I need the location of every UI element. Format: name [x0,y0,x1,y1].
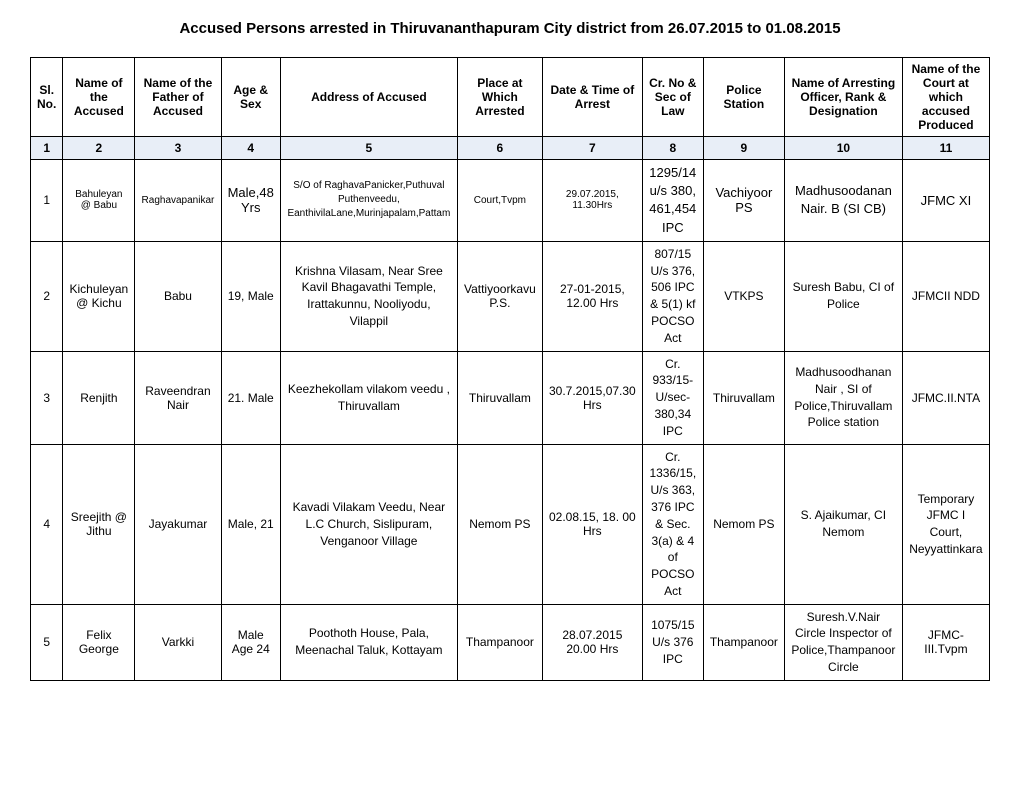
cell-accused: Felix George [63,604,135,680]
cell-officer: Suresh Babu, CI of Police [784,241,902,351]
cell-officer: Madhusoodhanan Nair , SI of Police,Thiru… [784,351,902,444]
num-cell: 9 [703,137,784,160]
cell-place: Nemom PS [457,444,542,604]
num-cell: 4 [221,137,280,160]
header-father: Name of the Father of Accused [135,58,221,137]
num-cell: 5 [280,137,457,160]
cell-place: Vattiyoorkavu P.S. [457,241,542,351]
cell-address: Keezhekollam vilakom veedu , Thiruvallam [280,351,457,444]
header-age: Age & Sex [221,58,280,137]
table-row: 1 Bahuleyan @ Babu Raghavapanikar Male,4… [31,160,990,242]
cell-station: Vachiyoor PS [703,160,784,242]
cell-officer: Suresh.V.Nair Circle Inspector of Police… [784,604,902,680]
cell-date: 28.07.2015 20.00 Hrs [542,604,642,680]
cell-court: Temporary JFMC I Court, Neyyattinkara [902,444,989,604]
cell-place: Court,Tvpm [457,160,542,242]
header-slno: Sl. No. [31,58,63,137]
num-cell: 10 [784,137,902,160]
cell-crno: 807/15 U/s 376, 506 IPC & 5(1) kf POCSO … [642,241,703,351]
cell-accused: Sreejith @ Jithu [63,444,135,604]
cell-sl: 5 [31,604,63,680]
header-officer: Name of Arresting Officer, Rank & Design… [784,58,902,137]
header-accused: Name of the Accused [63,58,135,137]
cell-place: Thampanoor [457,604,542,680]
cell-accused: Kichuleyan @ Kichu [63,241,135,351]
page-title: Accused Persons arrested in Thiruvananth… [30,20,990,37]
cell-court: JFMC.II.NTA [902,351,989,444]
cell-station: Thampanoor [703,604,784,680]
cell-address: S/O of RaghavaPanicker,Puthuval Puthenve… [280,160,457,242]
cell-place: Thiruvallam [457,351,542,444]
header-date: Date & Time of Arrest [542,58,642,137]
cell-age: Male,48 Yrs [221,160,280,242]
table-row: 2 Kichuleyan @ Kichu Babu 19, Male Krish… [31,241,990,351]
cell-address: Poothoth House, Pala, Meenachal Taluk, K… [280,604,457,680]
table-row: 5 Felix George Varkki Male Age 24 Pootho… [31,604,990,680]
cell-sl: 3 [31,351,63,444]
num-cell: 11 [902,137,989,160]
cell-age: 21. Male [221,351,280,444]
cell-age: 19, Male [221,241,280,351]
cell-father: Babu [135,241,221,351]
cell-sl: 1 [31,160,63,242]
num-cell: 6 [457,137,542,160]
cell-date: 27-01-2015, 12.00 Hrs [542,241,642,351]
table-row: 3 Renjith Raveendran Nair 21. Male Keezh… [31,351,990,444]
cell-father: Jayakumar [135,444,221,604]
arrest-table: Sl. No. Name of the Accused Name of the … [30,57,990,681]
num-cell: 8 [642,137,703,160]
cell-sl: 2 [31,241,63,351]
cell-age: Male Age 24 [221,604,280,680]
table-row: 4 Sreejith @ Jithu Jayakumar Male, 21 Ka… [31,444,990,604]
cell-court: JFMCII NDD [902,241,989,351]
cell-address: Kavadi Vilakam Veedu, Near L.C Church, S… [280,444,457,604]
number-row: 1 2 3 4 5 6 7 8 9 10 11 [31,137,990,160]
cell-accused: Renjith [63,351,135,444]
cell-officer: S. Ajaikumar, CI Nemom [784,444,902,604]
cell-station: Thiruvallam [703,351,784,444]
cell-father: Varkki [135,604,221,680]
num-cell: 2 [63,137,135,160]
header-court: Name of the Court at which accused Produ… [902,58,989,137]
cell-crno: Cr. 933/15-U/sec- 380,34 IPC [642,351,703,444]
cell-crno: 1075/15 U/s 376 IPC [642,604,703,680]
num-cell: 7 [542,137,642,160]
cell-accused: Bahuleyan @ Babu [63,160,135,242]
num-cell: 3 [135,137,221,160]
header-address: Address of Accused [280,58,457,137]
cell-court: JFMC-III.Tvpm [902,604,989,680]
cell-crno: 1295/14 u/s 380, 461,454 IPC [642,160,703,242]
cell-officer: Madhusoodanan Nair. B (SI CB) [784,160,902,242]
header-station: Police Station [703,58,784,137]
num-cell: 1 [31,137,63,160]
cell-crno: Cr. 1336/15, U/s 363, 376 IPC & Sec. 3(a… [642,444,703,604]
cell-address: Krishna Vilasam, Near Sree Kavil Bhagava… [280,241,457,351]
header-place: Place at Which Arrested [457,58,542,137]
cell-station: Nemom PS [703,444,784,604]
cell-age: Male, 21 [221,444,280,604]
cell-sl: 4 [31,444,63,604]
cell-date: 29.07.2015, 11.30Hrs [542,160,642,242]
cell-father: Raveendran Nair [135,351,221,444]
cell-date: 30.7.2015,07.30 Hrs [542,351,642,444]
cell-father: Raghavapanikar [135,160,221,242]
cell-court: JFMC XI [902,160,989,242]
cell-date: 02.08.15, 18. 00 Hrs [542,444,642,604]
cell-station: VTKPS [703,241,784,351]
header-crno: Cr. No & Sec of Law [642,58,703,137]
header-row: Sl. No. Name of the Accused Name of the … [31,58,990,137]
